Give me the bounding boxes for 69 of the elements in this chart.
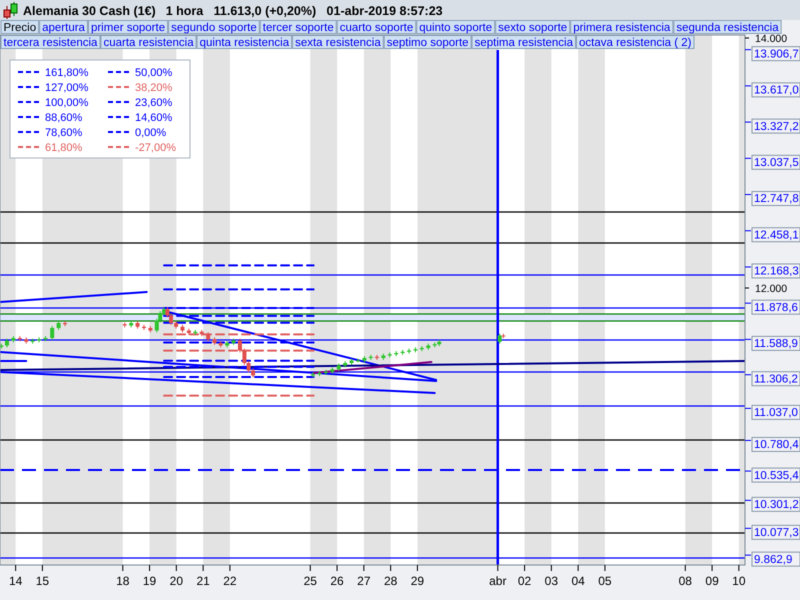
legend-label: 78,60% — [45, 127, 83, 139]
legend-label: -27,00% — [135, 142, 176, 154]
x-tick-label: 28 — [384, 574, 398, 588]
legend-label: 14,60% — [135, 112, 173, 124]
annotation: octava resistencia ( 2) — [579, 37, 692, 49]
x-tick-label: 08 — [678, 574, 692, 588]
annotation: sexta resistencia — [295, 37, 382, 49]
x-tick-label: 20 — [170, 574, 184, 588]
text: primer soporte — [90, 22, 166, 34]
text: sexto soporte — [498, 22, 568, 34]
text: apertura — [42, 22, 86, 34]
y2-tick-label: 11.037,0 — [754, 407, 798, 420]
legend-label: 161,80% — [45, 67, 89, 79]
y2-tick-label: 10.301,2 — [754, 499, 799, 512]
annotation: quinta resistencia — [200, 37, 290, 49]
legend-label: 100,00% — [45, 97, 89, 109]
x-tick-label: 14 — [8, 574, 23, 588]
chart-title: Alemania 30 Cash (1€) — [23, 4, 156, 18]
x-tick-label: 27 — [357, 574, 371, 588]
y2-tick-label: 13.037,5 — [754, 156, 799, 169]
y2-tick-label: 9.862,9 — [754, 554, 792, 566]
y2-tick-label: 11.306,2 — [754, 373, 798, 386]
x-tick-label: 02 — [518, 574, 532, 588]
x-tick-label: 22 — [223, 574, 237, 588]
x-tick-label: 10 — [732, 574, 746, 588]
y2-tick-label: 10.077,3 — [754, 527, 799, 540]
x-tick-label: 19 — [142, 574, 157, 588]
x-tick-label: 09 — [705, 574, 720, 588]
y-tick-label: 14.000 — [755, 33, 788, 46]
x-tick-label: 29 — [410, 574, 424, 588]
legend-label: 23,60% — [135, 97, 173, 109]
x-tick-label: abr — [489, 574, 506, 588]
y2-tick-label: 13.327,2 — [754, 120, 799, 133]
y2-tick-label: 13.617,0 — [754, 84, 799, 97]
x-tick-label: 18 — [116, 574, 130, 588]
legend-label: 0,00% — [135, 127, 166, 139]
y2-tick-label: 12.168,3 — [754, 266, 799, 278]
legend-label: 50,00% — [135, 67, 173, 79]
annotation: tercera resistencia — [4, 37, 98, 49]
y2-tick-label: 11.878,6 — [754, 302, 798, 314]
y2-tick-label: 12.458,1 — [754, 229, 799, 242]
x-tick-label: 03 — [544, 574, 558, 588]
y2-tick-label: 11.588,9 — [754, 338, 798, 350]
text: tercer soporte — [262, 22, 334, 34]
legend-label: 38,20% — [135, 82, 173, 94]
y2-tick-label: 10.780,4 — [754, 439, 800, 452]
text: primera resistencia — [573, 22, 671, 34]
annotation: septima resistencia — [474, 37, 574, 49]
text: Precio — [4, 22, 36, 34]
y2-tick-label: 10.535,4 — [754, 470, 800, 482]
y-tick-label: 12.000 — [755, 283, 788, 296]
x-tick-label: 25 — [304, 574, 318, 588]
annotation: septimo soporte — [386, 37, 469, 49]
chart-subtitle: 1 hora 11.613,0 (+0,20%) 01-abr-2019 8:57:23 — [166, 4, 443, 18]
legend-label: 61,80% — [45, 142, 83, 154]
y2-tick-label: 12.747,8 — [754, 193, 799, 206]
text: segunda resistencia — [676, 22, 780, 34]
x-tick-label: 04 — [571, 574, 586, 588]
x-tick-label: 15 — [36, 574, 50, 588]
text: segundo soporte — [171, 22, 257, 34]
x-tick-label: 05 — [598, 574, 612, 588]
text: quinto soporte — [419, 22, 492, 34]
legend-label: 88,60% — [45, 112, 83, 124]
y2-tick-label: 13.906,7 — [754, 48, 799, 60]
text: cuarto soporte — [340, 22, 414, 34]
x-tick-label: 21 — [196, 574, 210, 588]
annotation: cuarta resistencia — [103, 37, 194, 49]
x-tick-label: 26 — [330, 574, 344, 588]
legend-label: 127,00% — [45, 82, 89, 94]
